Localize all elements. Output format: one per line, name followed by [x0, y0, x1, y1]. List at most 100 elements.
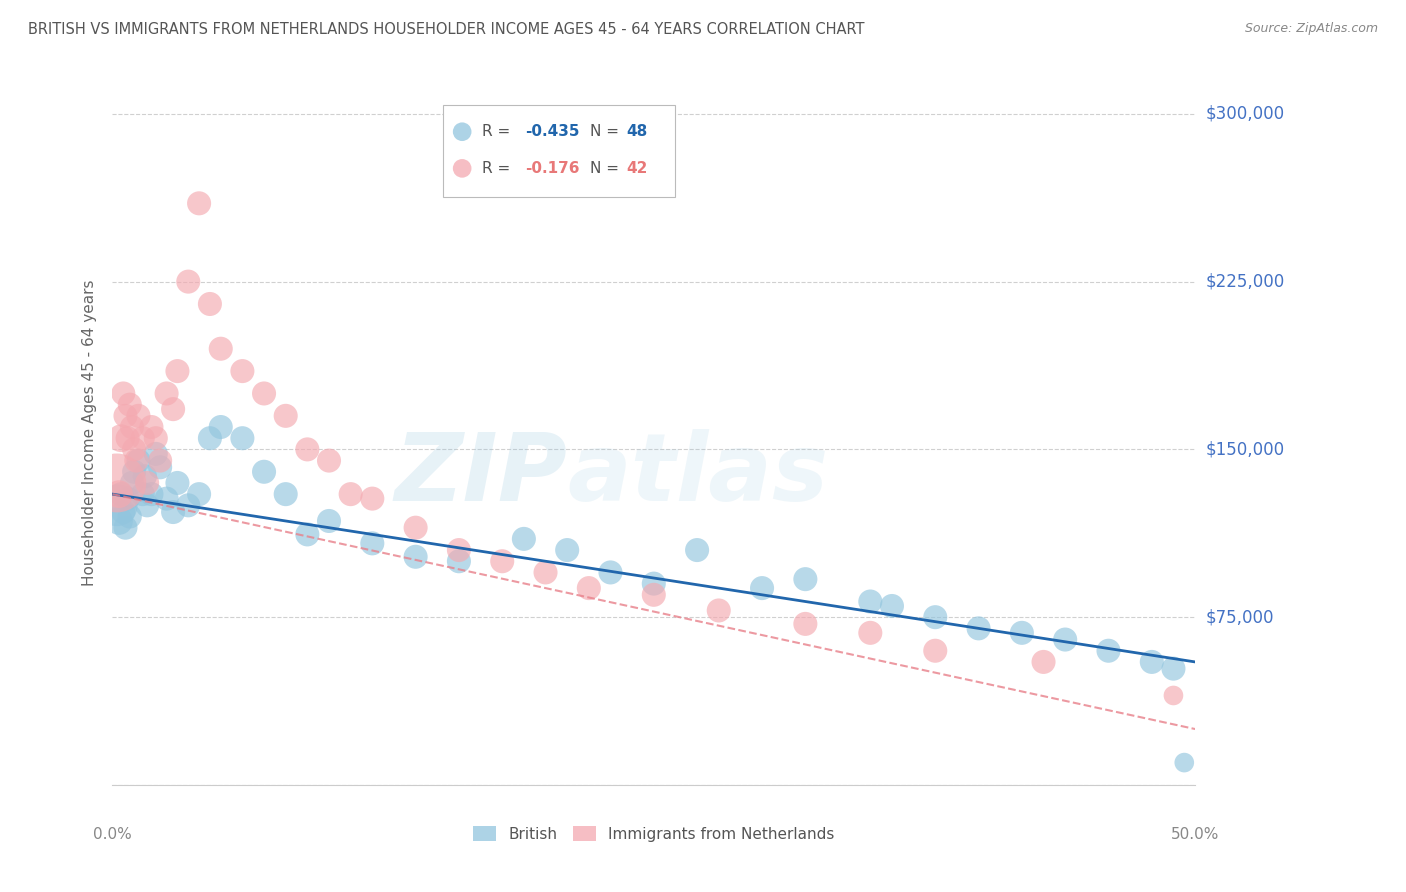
Text: 48: 48	[627, 124, 648, 139]
Point	[132, 487, 155, 501]
Point	[198, 431, 221, 445]
Text: ZIP: ZIP	[394, 429, 567, 521]
Point	[132, 431, 155, 445]
Point	[145, 431, 167, 445]
Point	[122, 465, 145, 479]
Point	[105, 475, 128, 490]
Point	[361, 491, 384, 506]
Point	[108, 487, 131, 501]
Point	[318, 514, 340, 528]
Point	[149, 453, 172, 467]
Point	[274, 487, 297, 501]
Point	[166, 364, 188, 378]
Point	[1054, 632, 1077, 647]
Point	[177, 499, 200, 513]
Point	[117, 431, 139, 445]
Point	[967, 621, 990, 635]
Point	[447, 543, 470, 558]
Point	[800, 778, 823, 792]
Point	[114, 409, 136, 423]
Point	[859, 594, 882, 608]
Point	[253, 465, 276, 479]
Point	[118, 509, 141, 524]
Legend: British, Immigrants from Netherlands: British, Immigrants from Netherlands	[467, 820, 841, 847]
Text: -0.435: -0.435	[524, 124, 579, 139]
Text: 0.0%: 0.0%	[93, 827, 132, 842]
Y-axis label: Householder Income Ages 45 - 64 years: Householder Income Ages 45 - 64 years	[82, 279, 97, 586]
Point	[361, 536, 384, 550]
Point	[127, 453, 149, 467]
Point	[578, 581, 600, 595]
Point	[1140, 655, 1163, 669]
Text: R =: R =	[482, 161, 510, 176]
Point	[114, 521, 136, 535]
Point	[209, 342, 232, 356]
Text: Source: ZipAtlas.com: Source: ZipAtlas.com	[1244, 22, 1378, 36]
Point	[643, 576, 665, 591]
Point	[599, 566, 621, 580]
Text: BRITISH VS IMMIGRANTS FROM NETHERLANDS HOUSEHOLDER INCOME AGES 45 - 64 YEARS COR: BRITISH VS IMMIGRANTS FROM NETHERLANDS H…	[28, 22, 865, 37]
Point	[534, 566, 557, 580]
Point	[253, 386, 276, 401]
Point	[122, 442, 145, 457]
Text: R =: R =	[482, 124, 510, 139]
Point	[112, 505, 135, 519]
Point	[136, 475, 159, 490]
Text: $75,000: $75,000	[1206, 608, 1274, 626]
FancyBboxPatch shape	[443, 105, 675, 196]
Point	[125, 453, 148, 467]
Point	[924, 610, 946, 624]
Point	[297, 442, 319, 457]
Point	[231, 364, 253, 378]
Point	[447, 554, 470, 568]
Point	[177, 275, 200, 289]
Point	[110, 487, 132, 501]
Point	[794, 572, 817, 586]
Point	[112, 386, 135, 401]
Point	[155, 491, 177, 506]
Point	[707, 603, 730, 617]
Point	[686, 543, 709, 558]
Point	[405, 521, 427, 535]
Text: $150,000: $150,000	[1206, 441, 1285, 458]
Point	[1163, 689, 1185, 703]
Point	[491, 554, 513, 568]
Point	[405, 549, 427, 564]
Text: atlas: atlas	[567, 429, 828, 521]
Point	[1163, 662, 1185, 676]
Point	[339, 487, 361, 501]
Text: 42: 42	[627, 161, 648, 176]
Text: $225,000: $225,000	[1206, 273, 1285, 291]
Point	[134, 469, 156, 483]
Point	[127, 409, 149, 423]
Point	[274, 409, 297, 423]
Point	[162, 402, 184, 417]
Text: 50.0%: 50.0%	[1171, 827, 1219, 842]
Point	[209, 420, 232, 434]
Point	[643, 588, 665, 602]
Point	[555, 543, 578, 558]
Point	[1097, 644, 1119, 658]
Point	[105, 499, 128, 513]
Point	[162, 505, 184, 519]
Point	[198, 297, 221, 311]
Text: N =: N =	[591, 161, 619, 176]
Point	[800, 778, 823, 792]
Point	[231, 431, 253, 445]
Point	[166, 475, 188, 490]
Point	[118, 398, 141, 412]
Point	[141, 487, 163, 501]
Point	[1173, 756, 1195, 770]
Point	[794, 616, 817, 631]
Point	[121, 420, 143, 434]
Point	[145, 447, 167, 461]
Point	[108, 514, 131, 528]
Point	[141, 420, 163, 434]
Point	[859, 625, 882, 640]
Point	[751, 581, 773, 595]
Point	[121, 475, 143, 490]
Point	[117, 491, 139, 506]
Point	[924, 644, 946, 658]
Point	[155, 386, 177, 401]
Point	[110, 431, 132, 445]
